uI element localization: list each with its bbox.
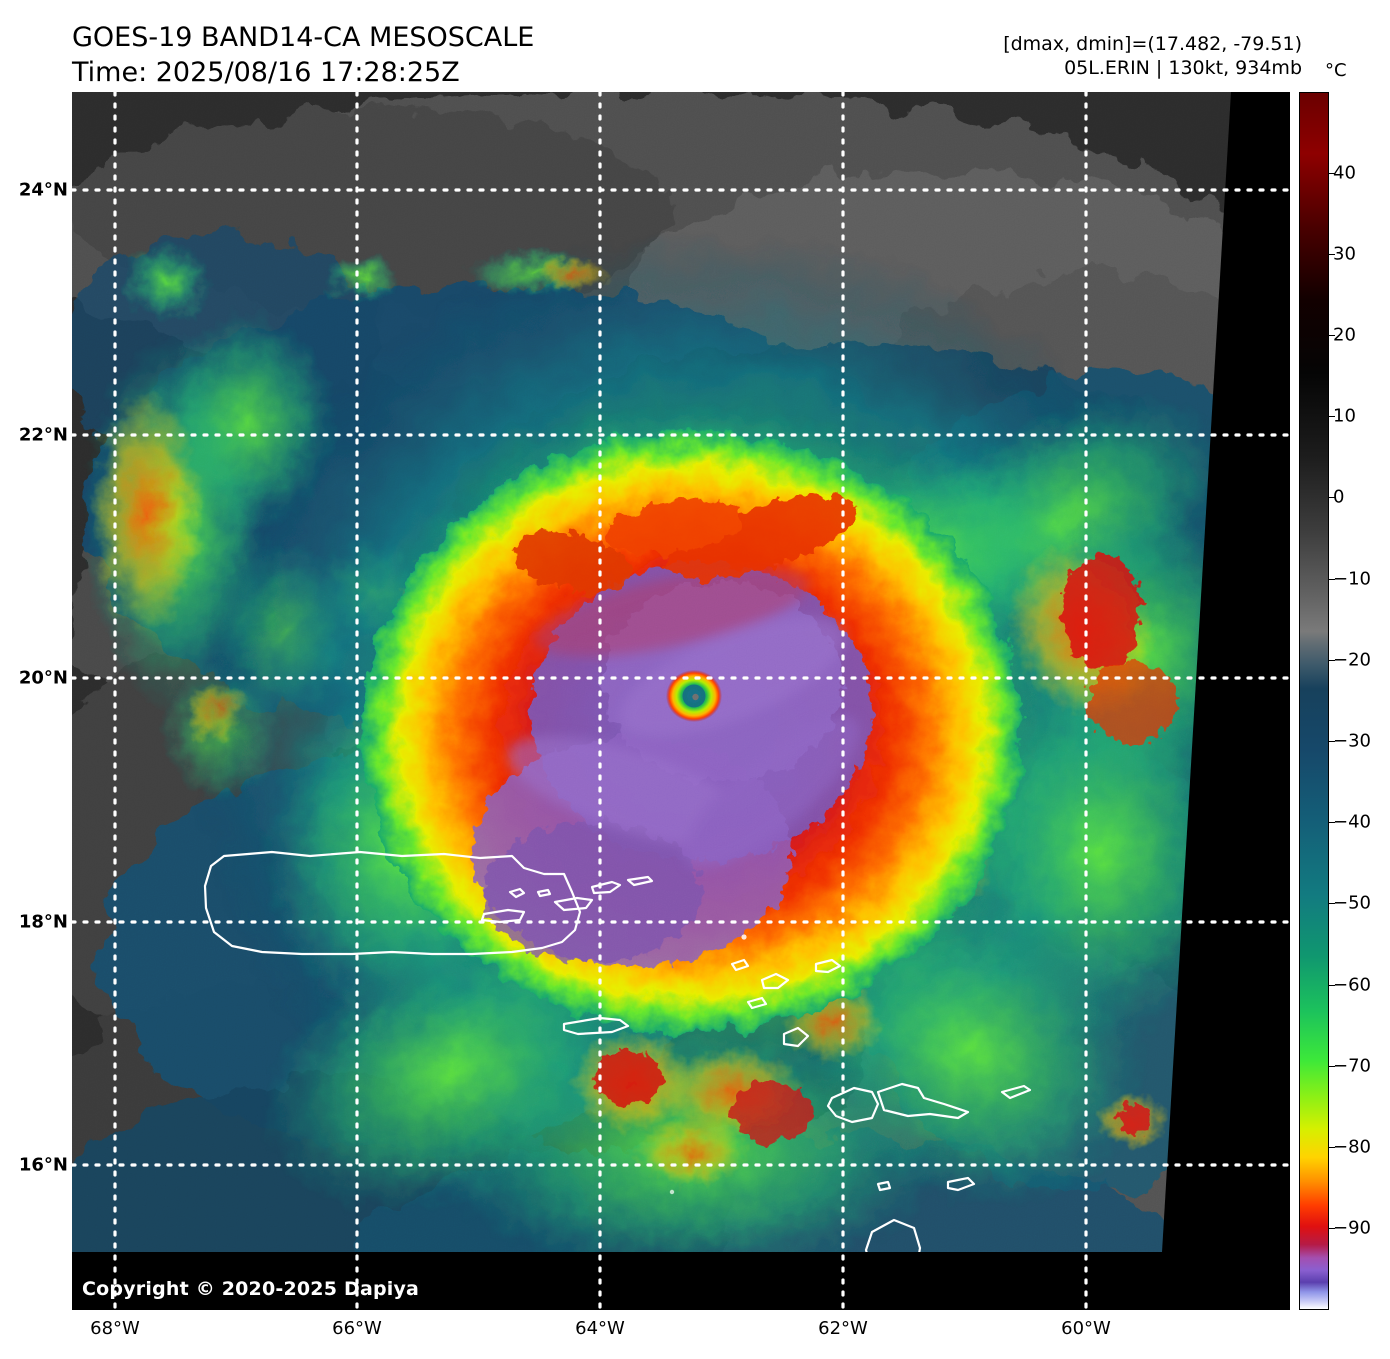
cbtick-m20: −20 (1333, 649, 1371, 671)
page-title: GOES-19 BAND14-CA MESOSCALE (72, 22, 535, 53)
colorbar[interactable] (1299, 92, 1329, 1310)
cbtick-m50: −50 (1333, 892, 1371, 914)
cbtick-m90: −90 (1333, 1217, 1371, 1239)
figure-meta-block: [dmax, dmin]=(17.482, -79.51) 05L.ERIN |… (1003, 32, 1302, 81)
colorbar-unit-label: °C (1325, 60, 1347, 81)
cbtick-10: 10 (1333, 405, 1356, 427)
ytick-18n: 18°N (18, 911, 68, 933)
cbtick-40: 40 (1333, 162, 1356, 184)
cbtick-m40: −40 (1333, 811, 1371, 833)
satellite-plot-area[interactable]: Copyright © 2020-2025 Dapiya (72, 92, 1290, 1310)
figure-title-block: GOES-19 BAND14-CA MESOSCALE Time: 2025/0… (72, 20, 534, 90)
xtick-60w: 60°W (1061, 1318, 1111, 1339)
cbtick-0: 0 (1333, 486, 1345, 508)
cbtick-m10: −10 (1333, 568, 1371, 590)
cbtick-m70: −70 (1333, 1055, 1371, 1077)
ytick-22n: 22°N (18, 424, 68, 446)
xtick-68w: 68°W (90, 1318, 140, 1339)
satellite-imagery-canvas (72, 92, 1290, 1310)
storm-info-label: 05L.ERIN | 130kt, 934mb (1064, 57, 1302, 80)
dminmax-label: [dmax, dmin]=(17.482, -79.51) (1003, 33, 1302, 55)
latlon-gridlines (72, 92, 1290, 1310)
copyright-label: Copyright © 2020-2025 Dapiya (82, 1278, 420, 1300)
timestamp-label: Time: 2025/08/16 17:28:25Z (72, 57, 460, 89)
cbtick-20: 20 (1333, 324, 1356, 346)
cbtick-m60: −60 (1333, 974, 1371, 996)
cbtick-m30: −30 (1333, 730, 1371, 752)
xtick-62w: 62°W (818, 1318, 868, 1339)
ytick-20n: 20°N (18, 667, 68, 689)
xtick-64w: 64°W (575, 1318, 625, 1339)
colorbar-gradient (1300, 93, 1328, 1309)
cbtick-m80: −80 (1333, 1136, 1371, 1158)
ytick-24n: 24°N (18, 179, 68, 201)
xtick-66w: 66°W (332, 1318, 382, 1339)
satellite-swath (72, 92, 1231, 1252)
sensor-noise (72, 92, 1231, 1252)
ytick-16n: 16°N (18, 1154, 68, 1176)
cbtick-30: 30 (1333, 243, 1356, 265)
